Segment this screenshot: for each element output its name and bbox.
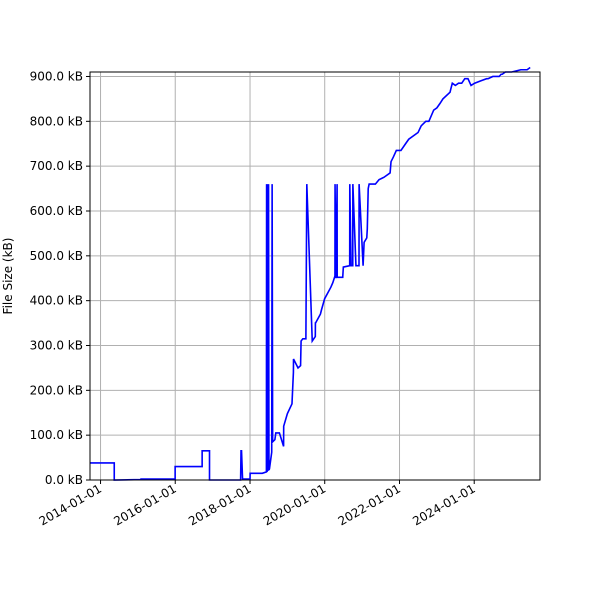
- y-axis-title: File Size (kB): [1, 238, 15, 315]
- series-line-0: [90, 66, 531, 481]
- series-layer: [90, 66, 531, 481]
- y-tick-label: 800.0 kB: [30, 114, 83, 128]
- y-tick-label: 100.0 kB: [30, 428, 83, 442]
- y-tick-label: 500.0 kB: [30, 249, 83, 263]
- axes: [89, 71, 541, 481]
- y-tick-label: 900.0 kB: [30, 69, 83, 83]
- y-tick-label: 400.0 kB: [30, 294, 83, 308]
- y-tick-label: 300.0 kB: [30, 338, 83, 352]
- grid-lines: [90, 72, 540, 481]
- y-axis-ticks: 0.0 kB 100.0 kB 200.0 kB 300.0 kB 400.0 kB 50…: [30, 69, 90, 487]
- y-tick-label: 0.0 kB: [45, 473, 83, 487]
- y-tick-label: 200.0 kB: [30, 383, 83, 397]
- y-tick-label: 700.0 kB: [30, 159, 83, 173]
- plot-frame: [89, 71, 541, 481]
- y-tick-label: 600.0 kB: [30, 204, 83, 218]
